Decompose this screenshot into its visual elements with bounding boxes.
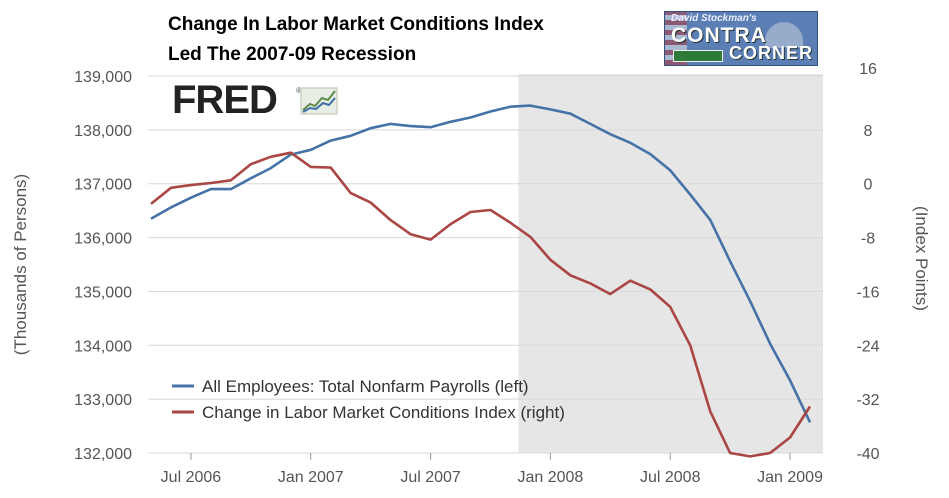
y-left-tick-label: 139,000 <box>74 69 132 86</box>
x-tick-label: Jan 2009 <box>757 469 823 486</box>
y-left-tick-label: 136,000 <box>74 231 132 248</box>
y-right-tick-label: -40 <box>856 446 879 463</box>
contra-logo-word-contra: CONTRA <box>671 24 767 47</box>
y-right-tick-label: 8 <box>864 123 873 140</box>
x-tick-label: Jul 2007 <box>400 469 461 486</box>
y-left-tick-label: 133,000 <box>74 392 132 409</box>
x-tick-label: Jan 2008 <box>517 469 583 486</box>
y-right-tick-label: 0 <box>864 177 873 194</box>
recession-shading <box>518 74 823 453</box>
x-tick-label: Jul 2008 <box>640 469 701 486</box>
fred-sparkline-icon <box>300 87 338 115</box>
y-left-tick-label: 137,000 <box>74 177 132 194</box>
contra-logo-word-corner: CORNER <box>729 43 814 63</box>
chart-title-line-1: Change In Labor Market Conditions Index <box>168 14 544 35</box>
y-right-tick-label: -24 <box>856 338 879 355</box>
y-right-tick-label: 16 <box>859 61 877 78</box>
chart-title-line-2: Led The 2007-09 Recession <box>168 44 417 65</box>
legend-label: Change in Labor Market Conditions Index … <box>202 403 565 422</box>
fred-logo: FRED ® <box>172 78 338 122</box>
x-tick-label: Jan 2007 <box>278 469 344 486</box>
wall-street-sign-graphic <box>673 50 723 62</box>
fred-logo-registered-mark: ® <box>296 86 302 95</box>
contra-logo-top-text: David Stockman's <box>671 13 757 24</box>
y-left-tick-label: 134,000 <box>74 338 132 355</box>
y-right-tick-label: -32 <box>856 392 879 409</box>
y-right-tick-label: -16 <box>856 284 879 301</box>
y-left-axis-label: (Thousands of Persons) <box>11 174 30 355</box>
capitol-dome-graphic <box>765 22 803 48</box>
fred-logo-word: FRED <box>172 78 278 122</box>
y-right-tick-label: -8 <box>861 231 875 248</box>
y-left-tick-label: 132,000 <box>74 446 132 463</box>
series-line-nonfarm-payrolls <box>150 104 812 423</box>
y-left-tick-label: 138,000 <box>74 123 132 140</box>
x-tick-label: Jul 2006 <box>161 469 222 486</box>
y-right-axis-label: (Index Points) <box>912 206 931 311</box>
contra-corner-logo: David Stockman's CONTRA CORNER <box>664 11 818 66</box>
legend-label: All Employees: Total Nonfarm Payrolls (l… <box>202 377 529 396</box>
series-line-lmci <box>150 151 812 458</box>
y-left-tick-label: 135,000 <box>74 284 132 301</box>
